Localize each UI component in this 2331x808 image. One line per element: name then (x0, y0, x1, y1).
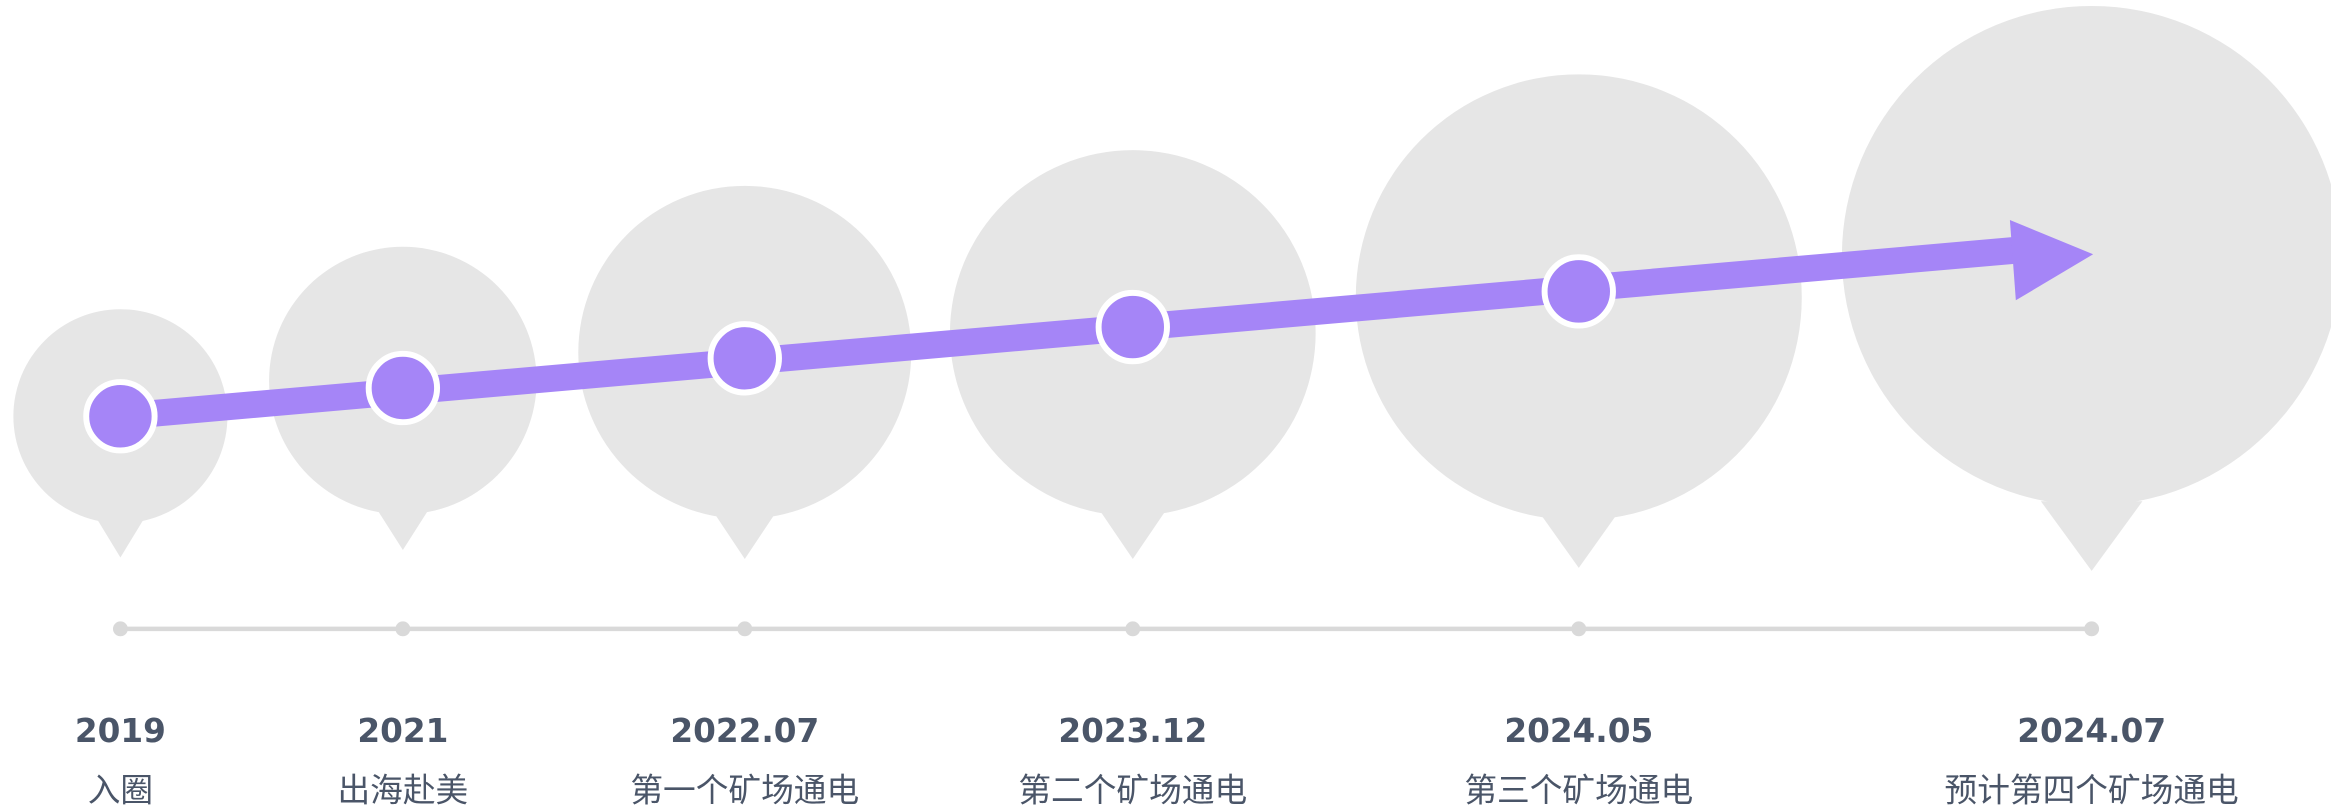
axis-dot (737, 621, 753, 637)
milestone-dot (1095, 289, 1170, 365)
trend-arrow-head (2009, 220, 2094, 301)
axis-dots (112, 621, 2100, 637)
bubble-pointer (1090, 496, 1176, 559)
bubble-pointer (1531, 501, 1627, 568)
milestone-label: 出海赴美 (337, 771, 468, 808)
pins (13, 6, 2331, 571)
milestone-texts: 2019 入圈 2021 出海赴美 2022.07 第一个矿场通电 2023.12 第二个矿场… (75, 712, 2239, 808)
axis-dot (1125, 621, 1141, 637)
milestone-dot (707, 321, 782, 396)
milestone-label: 入圈 (88, 771, 153, 808)
bubble-pointer (86, 502, 155, 558)
milestone-dots (83, 254, 1616, 454)
milestone-label: 第三个矿场通电 (1464, 771, 1693, 808)
milestone-label: 预计第四个矿场通电 (1945, 771, 2239, 808)
bubble-pointer (366, 492, 440, 551)
milestone-label: 第一个矿场通电 (630, 771, 859, 808)
axis-dot (112, 621, 128, 637)
milestone-dot (1541, 254, 1616, 329)
axis-dot (395, 621, 411, 637)
milestone-date: 2019 (75, 712, 166, 750)
axis-dot (1571, 621, 1587, 637)
bubble-pointer (703, 497, 786, 559)
milestone-date: 2022.07 (670, 712, 819, 750)
milestone-dot (83, 379, 158, 454)
milestone-dot (365, 350, 441, 426)
axis-dot (2084, 621, 2100, 637)
milestone-label: 第二个矿场通电 (1018, 771, 1247, 808)
milestone-date: 2023.12 (1058, 712, 1207, 750)
milestone-date: 2024.05 (1504, 712, 1653, 750)
bubble-pointer (2040, 501, 2143, 571)
milestone-date: 2024.07 (2017, 712, 2166, 750)
milestone-date: 2021 (357, 712, 448, 750)
